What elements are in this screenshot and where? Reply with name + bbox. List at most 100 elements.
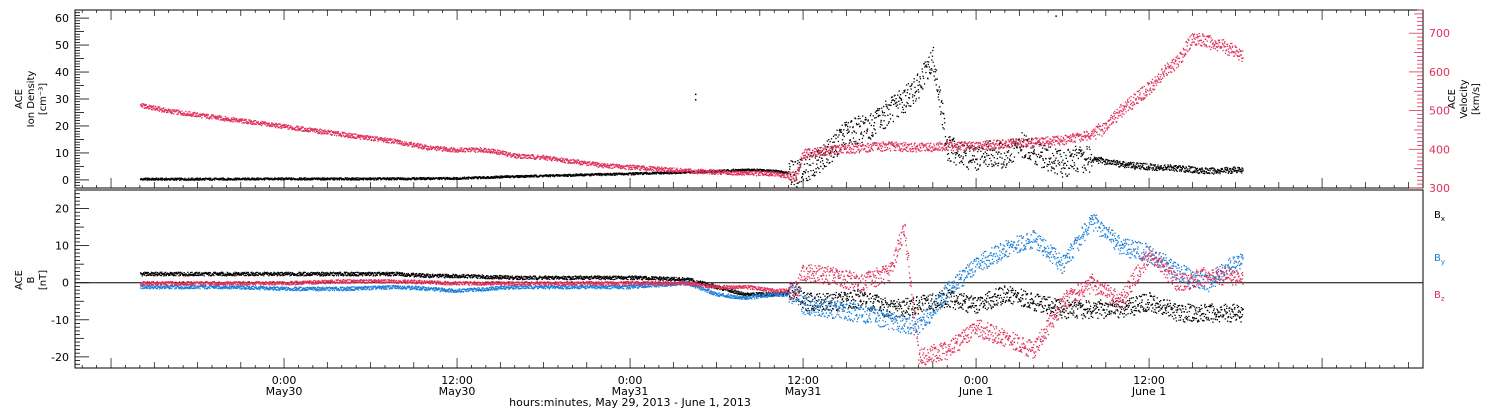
ion-density-series-point bbox=[1043, 166, 1045, 168]
velocity-series-point bbox=[290, 126, 292, 128]
velocity-series-point bbox=[171, 112, 174, 114]
ion-density-series-point bbox=[1085, 159, 1087, 161]
velocity-series-point bbox=[220, 116, 223, 118]
velocity-series-point bbox=[144, 107, 146, 109]
ion-density-series-point bbox=[1192, 166, 1194, 168]
velocity-series-point bbox=[359, 134, 361, 136]
ion-density-series-point bbox=[380, 179, 382, 181]
ion-density-series-point bbox=[1169, 164, 1171, 166]
ion-density-series-point bbox=[518, 176, 521, 179]
ion-density-series-point bbox=[1054, 172, 1056, 174]
ion-density-series-point bbox=[184, 177, 186, 179]
ion-density-series-point bbox=[670, 172, 672, 174]
velocity-series-point bbox=[379, 139, 382, 141]
velocity-series-point bbox=[496, 151, 498, 153]
ion-density-series-point bbox=[292, 178, 294, 180]
ion-density-series-point bbox=[936, 78, 938, 80]
velocity-series-point bbox=[390, 138, 392, 140]
ion-density-series-point bbox=[853, 140, 855, 143]
ion-density-series-point bbox=[990, 160, 992, 162]
velocity-series-point bbox=[562, 159, 564, 161]
velocity-series-point bbox=[234, 117, 236, 119]
velocity-series-point bbox=[243, 119, 246, 121]
velocity-series-point bbox=[442, 146, 444, 148]
velocity-series-point bbox=[198, 115, 200, 118]
ion-density-series-point bbox=[863, 122, 865, 124]
ion-density-series-point bbox=[731, 170, 733, 172]
ion-density-series-point bbox=[917, 73, 919, 75]
velocity-series-point bbox=[373, 139, 375, 141]
ion-density-series-point bbox=[1155, 169, 1157, 171]
ion-density-series-point bbox=[227, 178, 229, 181]
ion-density-series-point bbox=[584, 175, 586, 177]
velocity-series-point bbox=[695, 169, 697, 172]
velocity-series-point bbox=[582, 163, 584, 165]
ion-density-series-point bbox=[812, 169, 814, 172]
velocity-series-point bbox=[607, 166, 609, 169]
ion-density-series-point bbox=[775, 169, 777, 171]
ion-density-series-point bbox=[790, 160, 792, 162]
velocity-series-point bbox=[393, 138, 395, 140]
ion-density-series-point bbox=[869, 122, 871, 124]
velocity-series-point bbox=[258, 124, 260, 126]
velocity-series-point bbox=[249, 119, 251, 121]
ion-density-series-point bbox=[957, 147, 959, 149]
velocity-series-point bbox=[648, 168, 650, 170]
velocity-series-point bbox=[459, 150, 461, 152]
velocity-series-point bbox=[423, 144, 426, 146]
ion-density-series-point bbox=[1160, 168, 1162, 170]
ion-density-series-point bbox=[597, 174, 600, 176]
ion-density-series-point bbox=[1115, 164, 1117, 166]
ion-density-series-point bbox=[575, 173, 578, 175]
ion-density-series-point bbox=[1002, 166, 1004, 168]
velocity-series-point bbox=[570, 159, 572, 161]
velocity-series-point bbox=[268, 122, 270, 124]
velocity-series-point bbox=[436, 149, 438, 152]
velocity-series-point bbox=[623, 165, 625, 167]
ion-density-series-point bbox=[830, 138, 833, 140]
velocity-series-point bbox=[360, 135, 363, 137]
ion-density-series-point bbox=[418, 177, 420, 179]
velocity-series-point bbox=[383, 139, 385, 141]
velocity-series-point bbox=[206, 113, 209, 116]
ion-density-series-point bbox=[319, 177, 321, 179]
ion-density-series-point bbox=[1086, 148, 1088, 150]
ion-density-series-point bbox=[1187, 171, 1190, 173]
ion-density-series-point bbox=[493, 175, 496, 178]
velocity-series-point bbox=[230, 119, 232, 122]
velocity-series-point bbox=[657, 169, 659, 171]
ion-density-series-point bbox=[910, 85, 913, 87]
ion-density-series-point bbox=[1136, 162, 1138, 164]
velocity-series-point bbox=[669, 167, 671, 169]
velocity-series-point bbox=[156, 108, 158, 110]
velocity-series-point bbox=[666, 170, 668, 173]
ion-density-series-point bbox=[1233, 170, 1235, 172]
ion-density-series-point bbox=[826, 161, 828, 164]
ion-density-series-point bbox=[803, 163, 806, 165]
ion-density-series-point bbox=[1164, 166, 1167, 168]
velocity-series-point bbox=[698, 170, 700, 172]
ion-density-series-point bbox=[580, 173, 582, 175]
right-y-tick-label: 400 bbox=[1429, 143, 1450, 156]
ion-density-series-point bbox=[598, 173, 601, 175]
ion-density-series-point bbox=[626, 173, 628, 176]
ion-density-series-point bbox=[393, 178, 396, 180]
ion-density-series-point bbox=[816, 151, 819, 153]
ion-density-series-point bbox=[731, 169, 733, 171]
ion-density-series-point bbox=[1019, 147, 1021, 149]
velocity-series-point bbox=[384, 139, 386, 141]
velocity-series-point bbox=[308, 127, 310, 129]
ion-density-series-point bbox=[316, 178, 318, 180]
ion-density-series-point bbox=[789, 179, 791, 181]
ion-density-series-point bbox=[226, 178, 228, 180]
ion-density-series-point bbox=[1130, 163, 1133, 165]
velocity-series-point bbox=[326, 130, 328, 133]
ion-density-series-point bbox=[1082, 152, 1084, 154]
velocity-series-point bbox=[434, 147, 436, 149]
ion-density-series-point bbox=[954, 152, 956, 154]
velocity-series-point bbox=[551, 160, 553, 162]
velocity-series-point bbox=[436, 148, 439, 150]
ion-density-series-point bbox=[1047, 164, 1050, 166]
ion-density-series-point bbox=[1069, 151, 1071, 153]
velocity-series-point bbox=[636, 166, 638, 168]
